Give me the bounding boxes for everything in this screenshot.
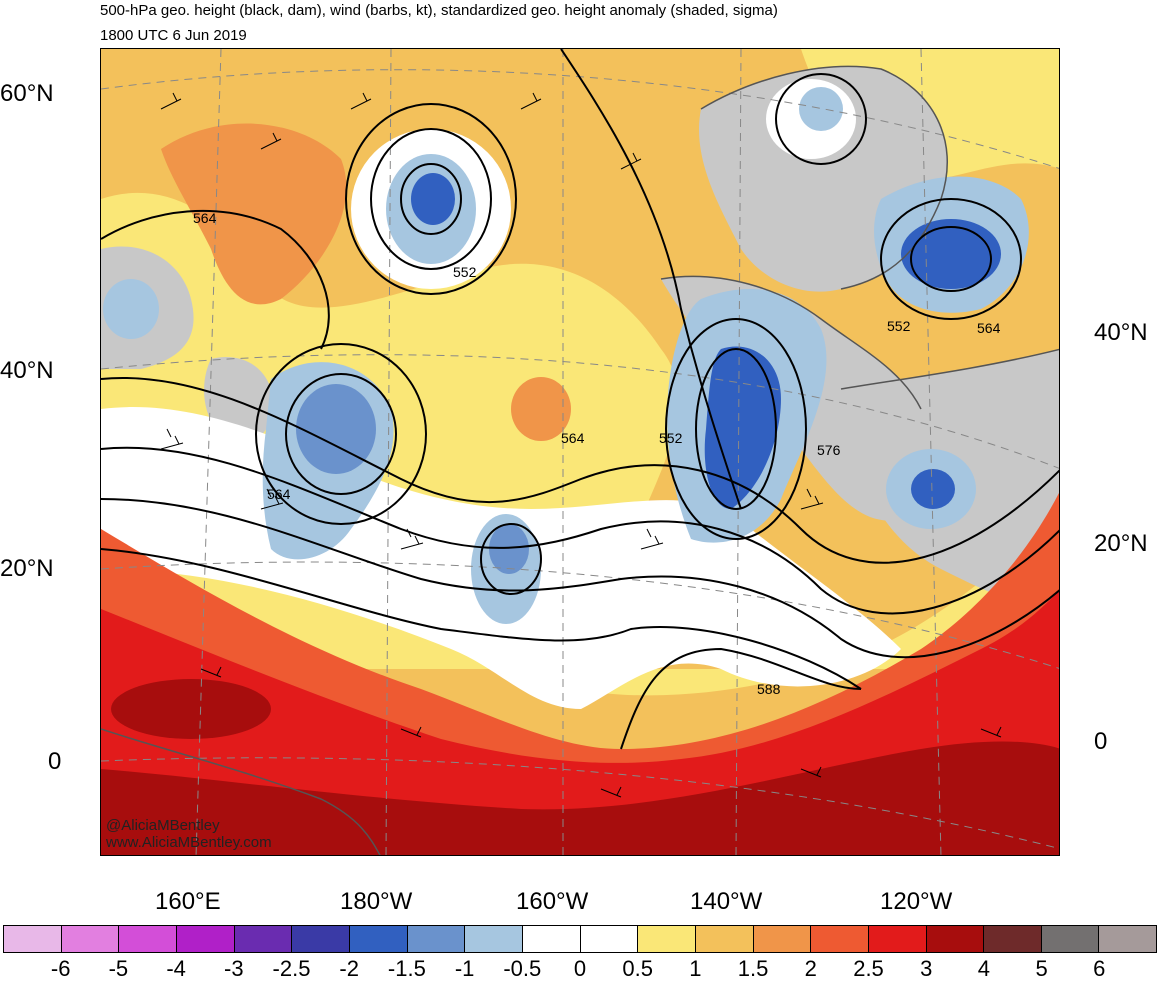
colorbar-tick-label: -1: [454, 956, 475, 981]
colorbar-swatch: [580, 926, 639, 952]
anomaly-orange-nw: [161, 123, 347, 305]
lat-label-right: 0: [1094, 728, 1108, 755]
map-panel: 564 552 564 564 552 552 564 576 588: [100, 48, 1060, 856]
colorbar-tick-label: 4: [977, 956, 991, 981]
colorbar-swatch: [753, 926, 812, 952]
contour-label: 564: [267, 486, 291, 502]
graticule: [101, 49, 1059, 855]
contour-label: 564: [193, 210, 217, 226]
anomaly-blue-alaska: [799, 87, 843, 131]
anomaly-blue-sw-us-core: [911, 469, 955, 509]
colorbar-swatch: [176, 926, 235, 952]
colorbar: [3, 925, 1157, 953]
colorbar-swatch: [695, 926, 754, 952]
colorbar-tick-label: 1.5: [737, 956, 769, 981]
colorbar-tick-label: 1: [689, 956, 702, 981]
colorbar-tick-label: 0.5: [622, 956, 653, 981]
lon-label: 120°W: [880, 888, 953, 915]
colorbar-swatch: [61, 926, 120, 952]
anomaly-blue-mid-core: [489, 524, 529, 574]
colorbar-swatch: [1099, 926, 1157, 952]
colorbar-swatch: [638, 926, 696, 952]
colorbar-swatch: [926, 926, 985, 952]
colorbar-swatch: [868, 926, 927, 952]
colorbar-tick-label: 5: [1035, 956, 1048, 981]
colorbar-swatch: [407, 926, 466, 952]
lat-label-right: 40°N: [1094, 319, 1148, 346]
anomaly-blue-nw-small: [103, 279, 159, 339]
contour-labels: 564 552 564 564 552 552 564 576 588: [193, 210, 1001, 697]
valid-time: 1800 UTC 6 Jun 2019: [100, 27, 247, 44]
lon-label: 180°W: [340, 888, 413, 915]
colorbar-swatch: [292, 926, 350, 952]
anomaly-blue-low-1b: [411, 173, 455, 225]
contour-label: 588: [757, 681, 781, 697]
credit-site: www.AliciaMBentley.com: [106, 834, 272, 851]
colorbar-tick-label: -3: [224, 956, 244, 981]
colorbar-swatch: [4, 926, 62, 952]
lat-label-right: 20°N: [1094, 530, 1148, 557]
colorbar-swatch: [811, 926, 869, 952]
contour-label: 552: [887, 318, 911, 334]
lon-label: 140°W: [690, 888, 763, 915]
anomaly-orange-center: [511, 377, 571, 441]
lat-label-left: 20°N: [0, 555, 54, 582]
contour-label: 564: [561, 430, 585, 446]
lat-label-left: 40°N: [0, 357, 54, 384]
colorbar-swatch: [119, 926, 177, 952]
colorbar-tick-label: 6: [1093, 956, 1106, 981]
colorbar-swatch: [1041, 926, 1100, 952]
colorbar-tick-label: -6: [50, 956, 71, 981]
contour-label: 552: [453, 264, 477, 280]
anomaly-blue-west-core: [296, 384, 376, 474]
lat-label-left: 60°N: [0, 80, 54, 107]
colorbar-tick-label: 3: [920, 956, 933, 981]
colorbar-tick-label: -0.5: [503, 956, 542, 981]
lon-label: 160°W: [516, 888, 589, 915]
chart-title: 500-hPa geo. height (black, dam), wind (…: [100, 2, 778, 19]
height-contours: [101, 49, 1059, 750]
colorbar-tick-label: -5: [108, 956, 129, 981]
contour-label: 576: [817, 442, 841, 458]
colorbar-tick-label: 2.5: [853, 956, 884, 981]
anomaly-blue-canada-core: [901, 219, 1001, 289]
coastlines: [101, 65, 1059, 855]
colorbar-swatch: [522, 926, 581, 952]
anomaly-yellow-south: [101, 489, 1059, 696]
contour-label: 552: [659, 430, 683, 446]
colorbar-swatch: [234, 926, 293, 952]
colorbar-tick-label: 2: [804, 956, 817, 981]
contour-label: 564: [977, 320, 1001, 336]
colorbar-tick-label: 0: [573, 956, 587, 981]
lon-label: 160°E: [155, 888, 221, 915]
wind-barbs: [160, 92, 1002, 798]
colorbar-tick-label: -4: [166, 956, 186, 981]
credit-handle: @AliciaMBentley: [106, 817, 220, 834]
colorbar-swatch: [465, 926, 523, 952]
anomaly-darkred-west: [111, 679, 271, 739]
lat-label-left: 0: [48, 748, 62, 775]
colorbar-swatch: [984, 926, 1042, 952]
colorbar-tick-label: -2.5: [272, 956, 311, 981]
colorbar-tick-label: -2: [339, 956, 359, 981]
colorbar-tick-label: -1.5: [387, 956, 426, 981]
colorbar-swatch: [349, 926, 408, 952]
